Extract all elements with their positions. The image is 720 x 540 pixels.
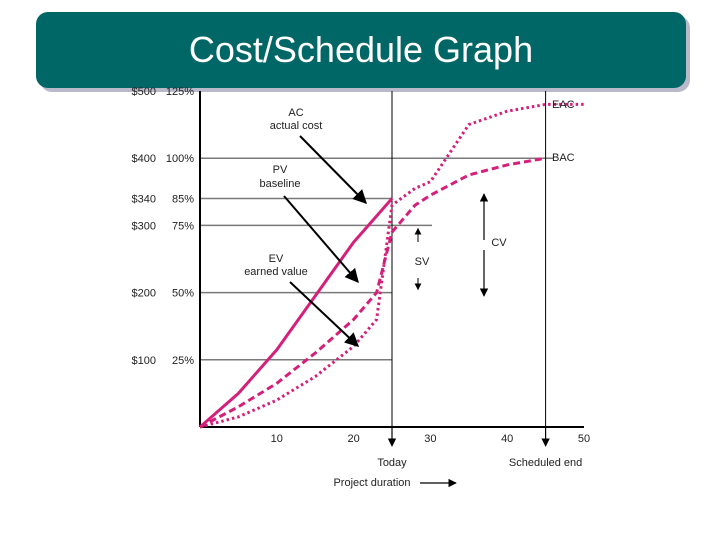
y-tick-dollar-200: $200 [132, 288, 156, 300]
y-tick-dollar-340: $340 [132, 194, 156, 206]
bac-label: BAC [552, 152, 575, 164]
y-tick-dollar-100: $100 [132, 355, 156, 367]
project-duration-label: Project duration [333, 477, 410, 489]
ac-pointer [299, 135, 367, 204]
pv-sublabel: baseline [260, 178, 301, 190]
ev-sublabel: earned value [244, 266, 308, 278]
y-tick-dollar-500: $500 [132, 86, 156, 98]
y-tick-dollar-300: $300 [132, 220, 156, 232]
ev-label: EV [269, 253, 284, 265]
x-tick-30: 30 [424, 433, 436, 445]
pv-pointer [283, 195, 359, 284]
cv-label: CV [491, 237, 507, 249]
scheduled-end-label: Scheduled end [509, 457, 582, 469]
ac-label: AC [288, 107, 303, 119]
eac-label: EAC [552, 99, 575, 111]
x-tick-50: 50 [578, 433, 590, 445]
y-tick-percent-400: 100% [166, 153, 194, 165]
sv-label: SV [415, 256, 430, 268]
series-line-ac [199, 102, 584, 429]
y-tick-percent-100: 25% [172, 355, 194, 367]
x-tick-10: 10 [271, 433, 283, 445]
x-tick-40: 40 [501, 433, 513, 445]
title-banner: Cost/Schedule Graph [36, 12, 686, 88]
series-line-ev [199, 156, 546, 429]
x-tick-20: 20 [347, 433, 359, 445]
y-tick-percent-300: 75% [172, 220, 194, 232]
today-label: Today [377, 457, 407, 469]
slide-title: Cost/Schedule Graph [188, 29, 534, 70]
ev-pointer [289, 281, 360, 347]
y-tick-percent-340: 85% [172, 194, 194, 206]
pv-label: PV [273, 164, 288, 176]
ac-sublabel: actual cost [270, 120, 323, 132]
y-tick-percent-500: 125% [166, 86, 194, 98]
y-tick-percent-200: 50% [172, 288, 194, 300]
y-tick-dollar-400: $400 [132, 153, 156, 165]
series-line-pv [199, 197, 394, 429]
